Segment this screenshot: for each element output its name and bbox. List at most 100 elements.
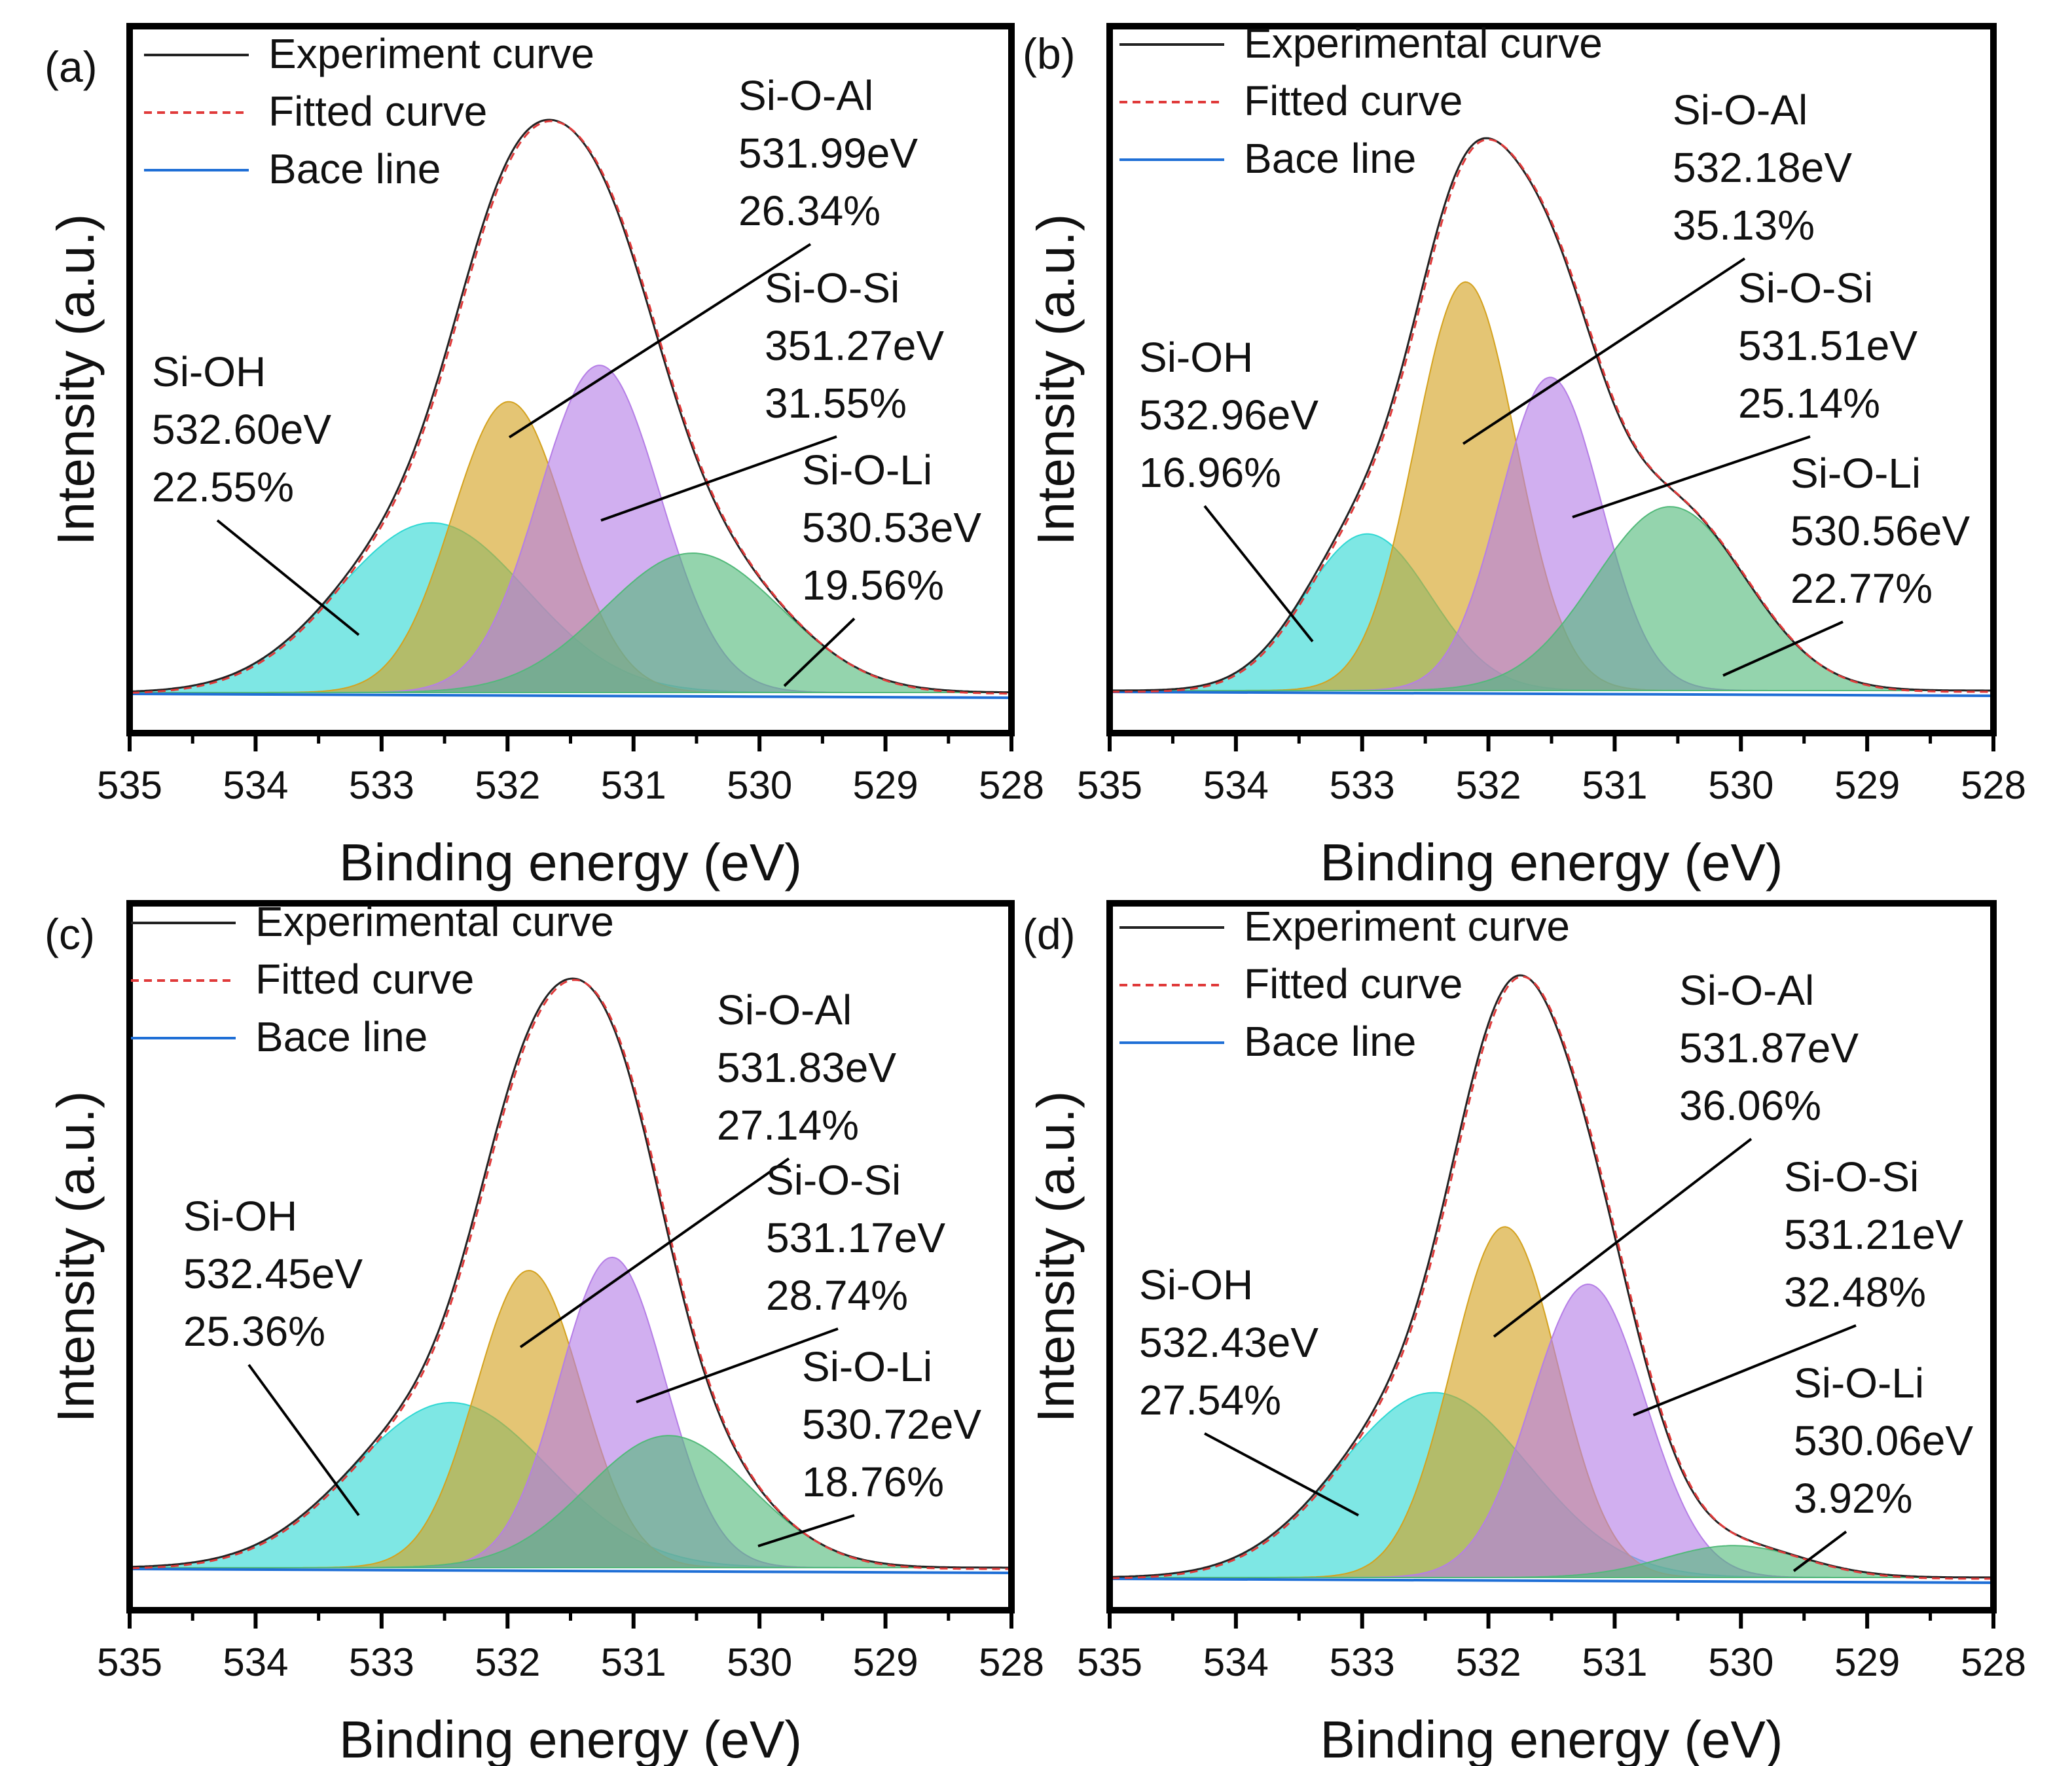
legend-entry: Bace line — [255, 1013, 427, 1060]
x-tick-label: 530 — [727, 763, 792, 807]
annotation-energy: 530.72eV — [802, 1401, 981, 1448]
fitted-curve — [1111, 975, 1995, 1580]
annotation-percent: 31.55% — [765, 380, 907, 427]
annotation-percent: 26.34% — [738, 187, 881, 234]
legend-entry: Fitted curve — [268, 88, 487, 135]
annotation-name: Si-O-Al — [1679, 967, 1814, 1014]
annotation-leader-line — [1792, 1530, 1847, 1572]
x-tick-label: 528 — [979, 1640, 1044, 1684]
panel-label: (a) — [45, 43, 98, 91]
y-axis-label: Intensity (a.u.) — [46, 1091, 105, 1423]
x-tick-label: 529 — [853, 763, 918, 807]
annotation-energy: 531.87eV — [1679, 1024, 1859, 1072]
x-axis-label: Binding energy (eV) — [1320, 1710, 1783, 1766]
annotation-energy: 532.43eV — [1139, 1319, 1318, 1366]
x-tick-label: 528 — [1961, 1640, 2026, 1684]
annotation-leader-line — [508, 243, 812, 439]
x-tick-label: 531 — [1582, 1640, 1647, 1684]
annotation-percent: 27.54% — [1139, 1377, 1281, 1424]
annotation-name: Si-O-Al — [1673, 86, 1808, 134]
baseline-line — [1109, 691, 1994, 697]
annotation-energy: 530.53eV — [802, 504, 981, 551]
baseline-line — [129, 693, 1012, 699]
x-tick-label: 532 — [475, 763, 540, 807]
annotation-percent: 35.13% — [1673, 202, 1815, 249]
legend: Experimental curve Fitted curve Bace line — [131, 898, 614, 1060]
annotation-energy: 531.83eV — [717, 1044, 896, 1091]
annotation-name: Si-OH — [1139, 334, 1253, 381]
annotation-energy: 351.27eV — [765, 322, 944, 369]
x-tick-label: 534 — [1203, 763, 1269, 807]
x-tick-label: 532 — [1456, 1640, 1521, 1684]
x-tick-label: 529 — [1834, 763, 1900, 807]
annotation-leader-line — [1722, 621, 1844, 677]
chart-panel-3: 535 534 533 532 531 530 529 528 Binding energy (… — [45, 898, 1044, 1766]
annotation-percent: 27.14% — [717, 1102, 859, 1149]
x-axis-label: Binding energy (eV) — [339, 833, 802, 892]
legend-entry: Bace line — [268, 145, 441, 192]
annotation-percent: 18.76% — [802, 1458, 944, 1505]
chart-panel-1: 535 534 533 532 531 530 529 528 Binding energy (… — [45, 23, 1044, 892]
annotation-si-o-al: Si-O-Al 531.87eV 36.06% — [1493, 967, 1859, 1338]
annotation-si-o-si: Si-O-Si 351.27eV 31.55% — [600, 264, 944, 522]
annotation-energy: 531.99eV — [738, 130, 918, 177]
annotation-leader-line — [1572, 435, 1811, 518]
annotation-energy: 532.45eV — [183, 1250, 363, 1297]
annotation-name: Si-O-Si — [766, 1157, 901, 1204]
legend-entry: Experimental curve — [255, 898, 614, 945]
annotation-si-oh: Si-OH 532.96eV 16.96% — [1139, 334, 1318, 643]
x-tick-label: 535 — [97, 1640, 162, 1684]
annotation-si-o-li: Si-O-Li 530.53eV 19.56% — [783, 446, 981, 687]
legend: Experiment curve Fitted curve Bace line — [144, 30, 594, 192]
x-tick-label: 534 — [223, 1640, 288, 1684]
legend-entry: Fitted curve — [1244, 77, 1463, 124]
annotation-si-o-al: Si-O-Al 532.18eV 35.13% — [1462, 86, 1852, 445]
annotation-percent: 22.55% — [152, 463, 294, 511]
x-tick-label: 529 — [1834, 1640, 1900, 1684]
fitted-curve — [1112, 138, 1995, 693]
x-tick-label: 529 — [853, 1640, 918, 1684]
legend-entry: Experimental curve — [1244, 20, 1603, 67]
annotation-name: Si-O-Al — [738, 72, 873, 119]
annotation-si-o-li: Si-O-Li 530.72eV 18.76% — [757, 1343, 981, 1547]
x-tick-label: 530 — [1708, 763, 1773, 807]
y-axis-label: Intensity (a.u.) — [1027, 1091, 1085, 1423]
annotation-name: Si-OH — [152, 348, 266, 395]
annotation-si-o-al: Si-O-Al 531.99eV 26.34% — [508, 72, 918, 439]
annotation-percent: 36.06% — [1679, 1082, 1821, 1129]
annotation-si-oh: Si-OH 532.45eV 25.36% — [183, 1193, 363, 1517]
annotation-si-oh: Si-OH 532.60eV 22.55% — [152, 348, 360, 636]
annotation-name: Si-O-Si — [765, 264, 900, 312]
panel-label: (d) — [1023, 910, 1076, 958]
x-tick-label: 533 — [1330, 763, 1395, 807]
chart-panel-2: 535 534 533 532 531 530 529 528 Binding energy (… — [1023, 20, 2026, 892]
annotation-percent: 16.96% — [1139, 449, 1281, 496]
annotation-percent: 3.92% — [1794, 1475, 1912, 1522]
annotation-percent: 22.77% — [1790, 565, 1933, 612]
annotation-leader-line — [1204, 1432, 1359, 1517]
annotation-si-o-si: Si-O-Si 531.21eV 32.48% — [1633, 1153, 1963, 1416]
x-tick-label: 533 — [349, 763, 414, 807]
fitted-curve — [131, 120, 1013, 695]
x-tick-label: 535 — [1077, 763, 1142, 807]
annotation-leader-line — [1493, 1138, 1753, 1338]
x-tick-label: 535 — [1077, 1640, 1142, 1684]
annotation-si-o-li: Si-O-Li 530.56eV 22.77% — [1722, 450, 1970, 677]
annotation-name: Si-OH — [183, 1193, 297, 1240]
annotation-leader-line — [1462, 257, 1746, 445]
x-tick-label: 534 — [223, 763, 288, 807]
x-tick-label: 531 — [1582, 763, 1647, 807]
annotation-leader-line — [216, 519, 360, 636]
annotation-name: Si-O-Li — [1794, 1360, 1924, 1407]
legend-entry: Experiment curve — [268, 30, 594, 77]
x-tick-label: 532 — [475, 1640, 540, 1684]
legend-entry: Experiment curve — [1244, 903, 1570, 950]
y-axis-label: Intensity (a.u.) — [46, 214, 105, 546]
panel-label: (b) — [1023, 29, 1076, 78]
annotation-name: Si-O-Si — [1738, 264, 1873, 312]
x-tick-label: 528 — [979, 763, 1044, 807]
annotation-si-oh: Si-OH 532.43eV 27.54% — [1139, 1261, 1359, 1517]
legend: Experimental curve Fitted curve Bace line — [1119, 20, 1603, 182]
annotation-name: Si-O-Li — [1790, 450, 1921, 497]
